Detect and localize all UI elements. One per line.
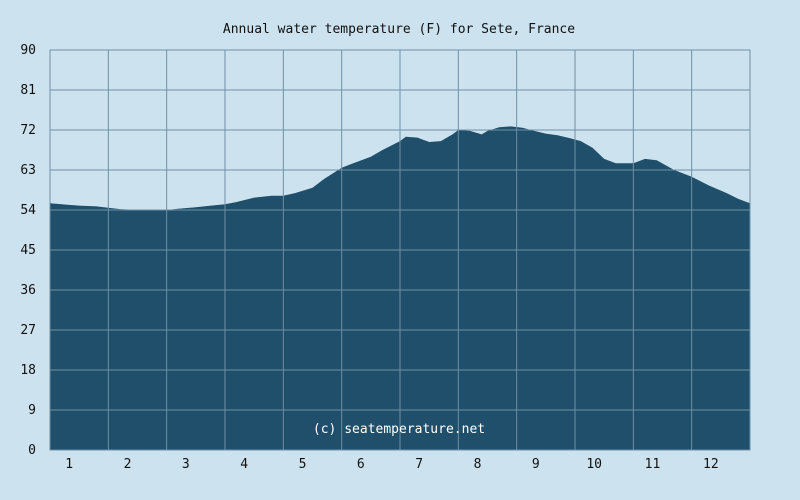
y-tick-label: 90	[20, 43, 36, 58]
x-tick-label: 8	[474, 457, 482, 472]
x-tick-label: 9	[532, 457, 540, 472]
x-tick-label: 12	[703, 457, 719, 472]
x-tick-label: 10	[586, 457, 602, 472]
plot-border	[49, 49, 751, 451]
x-tick-label: 1	[65, 457, 73, 472]
x-tick-label: 6	[357, 457, 365, 472]
y-tick-label: 0	[28, 443, 36, 458]
y-tick-label: 45	[20, 243, 36, 258]
chart-title: Annual water temperature (F) for Sete, F…	[223, 22, 575, 37]
y-tick-label: 72	[20, 123, 36, 138]
y-tick-label: 27	[20, 323, 36, 338]
x-tick-label: 2	[124, 457, 132, 472]
watermark-text: (c) seatemperature.net	[313, 422, 485, 437]
y-tick-label: 18	[20, 363, 36, 378]
y-tick-label: 81	[20, 83, 36, 98]
x-tick-label: 4	[240, 457, 248, 472]
x-tick-label: 3	[182, 457, 190, 472]
x-tick-label: 7	[415, 457, 423, 472]
x-tick-label: 11	[645, 457, 661, 472]
y-tick-label: 54	[20, 203, 36, 218]
y-tick-label: 63	[20, 163, 36, 178]
y-tick-label: 9	[28, 403, 36, 418]
x-tick-label: 5	[299, 457, 307, 472]
y-tick-label: 36	[20, 283, 36, 298]
